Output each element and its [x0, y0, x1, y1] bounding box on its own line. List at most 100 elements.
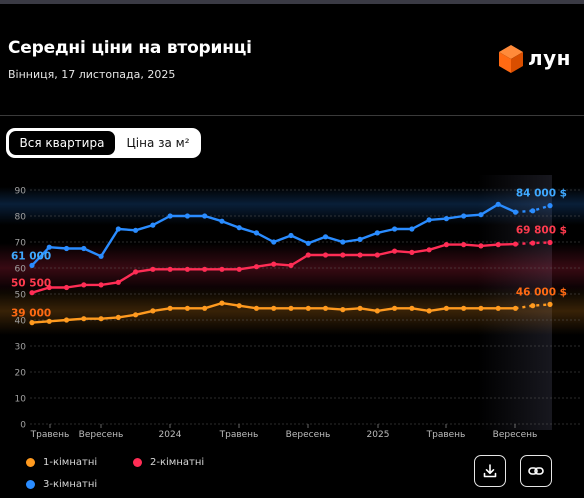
- data-point: [202, 266, 208, 272]
- data-point: [29, 320, 35, 326]
- legend-item-3-room: 3-кімнатні: [26, 479, 97, 490]
- data-point: [150, 266, 156, 272]
- legend-label: 3-кімнатні: [43, 479, 98, 490]
- legend-label: 1-кімнатні: [43, 457, 98, 468]
- download-button[interactable]: [474, 455, 506, 487]
- data-point: [340, 307, 346, 313]
- y-tick-label: 60: [15, 265, 27, 275]
- data-point: [547, 203, 553, 209]
- data-point: [271, 261, 277, 267]
- data-point: [167, 266, 173, 272]
- data-point: [184, 305, 190, 311]
- data-point: [29, 262, 35, 268]
- x-tick-label: 2025: [367, 430, 390, 440]
- data-point: [461, 242, 467, 248]
- glow-3-room: [0, 187, 584, 225]
- data-point: [219, 218, 225, 224]
- brand-logo[interactable]: лун: [498, 44, 578, 76]
- data-point: [530, 303, 536, 309]
- data-point: [81, 245, 87, 252]
- x-tick-label: Травень: [426, 430, 466, 440]
- data-point: [340, 252, 346, 258]
- data-point: [495, 201, 501, 207]
- series-forecast-line: [515, 303, 551, 310]
- data-point: [547, 239, 553, 246]
- x-tick-label: Вересень: [286, 430, 331, 440]
- link-icon: [528, 467, 544, 475]
- data-point: [512, 209, 519, 215]
- data-point: [392, 248, 398, 254]
- data-point: [167, 213, 173, 219]
- data-point: [478, 305, 484, 311]
- data-point: [426, 217, 432, 223]
- data-point: [409, 305, 415, 311]
- series-end-label: 46 000 $: [516, 286, 567, 298]
- data-point: [184, 213, 190, 219]
- page-title: Середні ціни на вторинці: [8, 38, 252, 58]
- data-point: [219, 300, 225, 306]
- tab-price-per-sqm[interactable]: Ціна за м²: [126, 136, 190, 150]
- legend-swatch: [26, 479, 35, 489]
- data-point: [236, 266, 242, 272]
- tab-whole-apartment[interactable]: Вся квартира: [9, 131, 115, 155]
- legend-label: 2-кімнатні: [150, 457, 205, 468]
- data-point: [98, 316, 104, 322]
- copy-link-button[interactable]: [520, 455, 552, 487]
- y-tick-label: 70: [15, 239, 27, 249]
- data-point: [81, 282, 87, 288]
- series-start-label: 50 500: [11, 278, 51, 290]
- data-point: [202, 213, 208, 219]
- data-point: [530, 240, 536, 246]
- header-divider: [0, 115, 584, 116]
- data-point: [271, 239, 277, 245]
- data-point: [495, 305, 501, 311]
- data-point: [495, 242, 501, 248]
- data-point: [115, 314, 121, 320]
- data-point: [98, 253, 104, 259]
- data-point: [236, 225, 242, 231]
- data-point: [357, 252, 363, 258]
- top-bar: [0, 0, 584, 4]
- data-point: [340, 239, 346, 245]
- y-tick-label: 40: [15, 317, 27, 327]
- data-point: [46, 284, 52, 291]
- data-point: [512, 241, 519, 247]
- data-point: [46, 318, 52, 324]
- data-point: [46, 244, 52, 250]
- data-point: [133, 269, 139, 275]
- data-point: [133, 312, 139, 318]
- data-point: [150, 308, 156, 314]
- glow-1-room: [0, 287, 584, 335]
- data-point: [253, 230, 260, 236]
- legend-swatch: [26, 457, 35, 467]
- cube-logo-icon: [499, 45, 523, 73]
- data-point: [357, 305, 363, 311]
- data-point: [202, 305, 208, 311]
- logo-text: лун: [528, 46, 572, 70]
- data-point: [253, 305, 260, 311]
- y-tick-label: 90: [15, 187, 27, 197]
- data-point: [305, 240, 311, 246]
- data-point: [392, 226, 398, 232]
- legend-item-2-room: 2-кімнатні: [133, 457, 204, 468]
- data-point: [512, 305, 519, 311]
- data-point: [115, 226, 121, 232]
- y-tick-label: 10: [15, 395, 27, 405]
- data-point: [443, 305, 449, 311]
- data-point: [461, 213, 467, 219]
- series-end-label: 69 800 $: [516, 225, 567, 237]
- data-point: [288, 262, 294, 268]
- data-point: [426, 247, 432, 253]
- data-point: [443, 242, 449, 248]
- x-tick-label: Травень: [30, 430, 70, 440]
- data-point: [63, 317, 70, 323]
- y-tick-label: 80: [15, 213, 27, 223]
- data-point: [98, 282, 104, 288]
- data-point: [219, 266, 225, 272]
- data-point: [409, 249, 415, 255]
- series-forecast-line: [515, 204, 551, 214]
- data-point: [184, 266, 190, 272]
- y-tick-label: 50: [15, 291, 27, 301]
- data-point: [115, 279, 121, 285]
- page-subtitle: Вінниця, 17 листопада, 2025: [8, 68, 176, 81]
